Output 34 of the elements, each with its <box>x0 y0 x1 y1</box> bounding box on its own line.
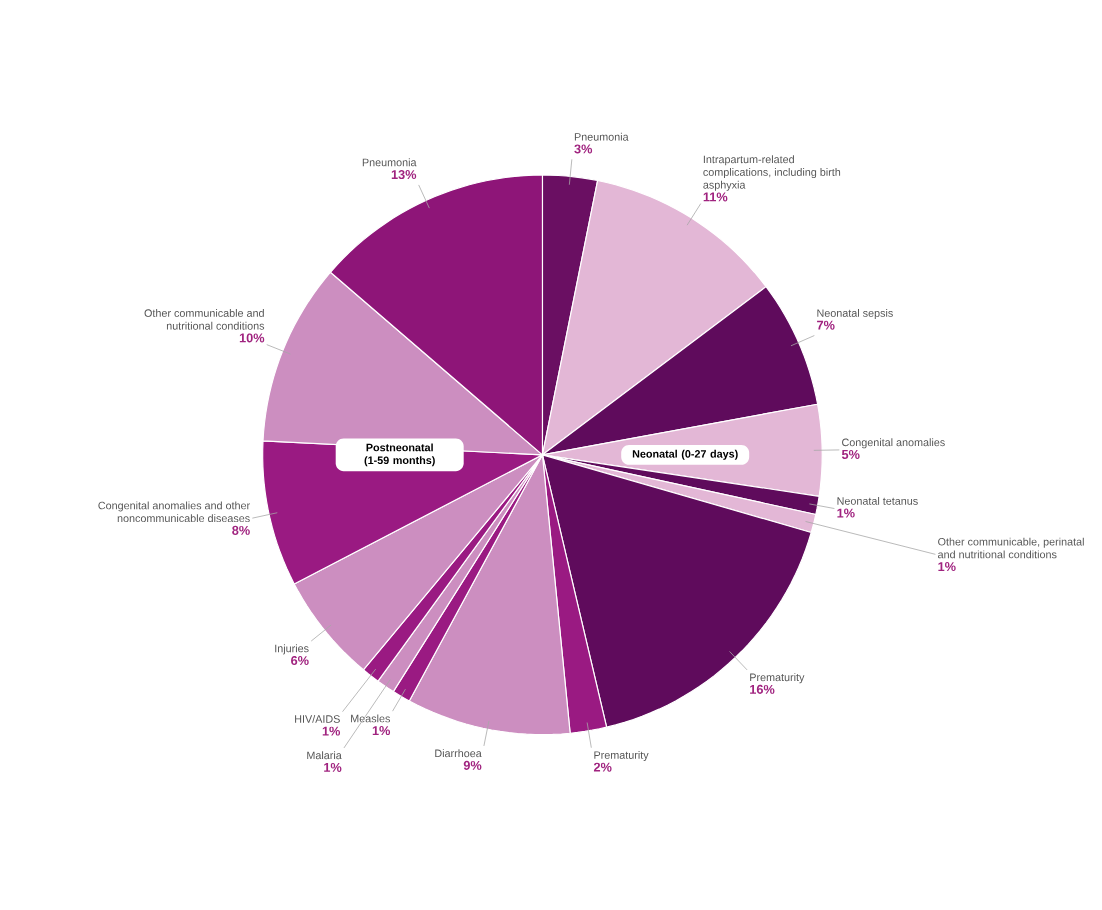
data-label: 3% <box>574 144 593 154</box>
data-label: 1% <box>372 726 391 736</box>
data-label: 6% <box>291 656 309 666</box>
slice-label: Intrapartum-related complications, including birth asphyxia <box>703 155 841 191</box>
slice-label: Malaria <box>307 751 342 760</box>
data-label: 11% <box>703 192 728 202</box>
slice-label: Pneumonia <box>362 158 417 167</box>
data-label: 5% <box>841 450 860 460</box>
text: Neonatal (0-27 days) <box>632 449 738 460</box>
slice-label: Neonatal tetanus <box>837 497 918 505</box>
slice-label: Other communicable and nutritional conditions <box>144 309 265 330</box>
data-label: 8% <box>232 526 250 536</box>
slice-label: Injuries <box>275 644 309 655</box>
data-label: 1% <box>938 562 956 572</box>
data-label: 2% <box>593 762 612 772</box>
data-label: 7% <box>817 320 835 330</box>
slice-label: Prematurity <box>594 751 649 762</box>
data-label: 10% <box>239 333 265 343</box>
data-label: 16% <box>750 685 775 695</box>
slice-label: Congenital anomalies <box>842 438 945 449</box>
data-label: 1% <box>322 726 341 736</box>
slice-label: Neonatal sepsis <box>817 309 893 320</box>
slice-label: Prematurity <box>750 673 805 684</box>
slice-label: Diarrhoea <box>435 749 482 758</box>
data-label: 13% <box>391 170 417 180</box>
data-label: 9% <box>463 761 482 771</box>
slice-label: Congenital anomalies and other noncommunicable diseases <box>98 501 250 523</box>
slice-label: HIV/AIDS <box>295 715 340 724</box>
slice-label: Pneumonia <box>574 132 629 141</box>
text: Postneonatal (1-59 months) <box>364 443 435 467</box>
slice-label: Measles <box>351 714 390 723</box>
slice-label: Other communicable, perinatal and nutritional conditions <box>938 537 1084 559</box>
data-label: 1% <box>324 763 342 773</box>
data-label: 1% <box>837 508 855 518</box>
